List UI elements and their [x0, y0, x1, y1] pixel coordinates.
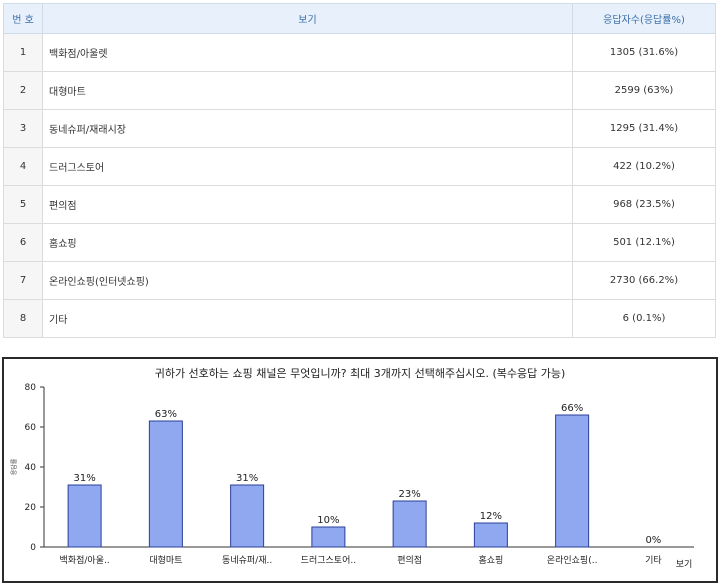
row-count: 2599 (63%) — [572, 71, 716, 110]
data-label: 63% — [155, 409, 177, 420]
header-option: 보기 — [42, 3, 573, 34]
header-count: 응답자수(응답률%) — [572, 3, 716, 34]
bar — [67, 484, 102, 548]
row-label: 편의점 — [42, 185, 573, 224]
x-tick-label: 동네슈퍼/재.. — [222, 555, 272, 566]
data-label: 31% — [236, 473, 258, 484]
row-label: 대형마트 — [42, 71, 573, 110]
row-count: 422 (10.2%) — [572, 147, 716, 186]
data-label: 31% — [74, 473, 96, 484]
row-count: 501 (12.1%) — [572, 223, 716, 262]
data-label: 10% — [317, 515, 339, 526]
row-number: 5 — [3, 185, 43, 224]
row-count: 2730 (66.2%) — [572, 261, 716, 300]
x-tick-label: 백화점/아울.. — [60, 554, 110, 566]
header-no: 번 호 — [3, 3, 43, 34]
row-number: 2 — [3, 71, 43, 110]
x-tick-label: 홈쇼핑 — [478, 554, 503, 566]
row-number: 4 — [3, 147, 43, 186]
table-row: 7 온라인쇼핑(인터넷쇼핑) 2730 (66.2%) — [3, 261, 716, 300]
response-table: 번 호 보기 응답자수(응답률%) 1 백화점/아울렛 1305 (31.6%) 2 대… — [3, 3, 716, 338]
data-label: 0% — [645, 535, 661, 546]
data-label: 23% — [399, 489, 421, 500]
row-count: 6 (0.1%) — [572, 299, 716, 338]
row-label: 온라인쇼핑(인터넷쇼핑) — [42, 261, 573, 300]
row-label: 기타 — [42, 299, 573, 338]
table-row: 4 드러그스토어 422 (10.2%) — [3, 147, 716, 186]
row-number: 7 — [3, 261, 43, 300]
row-label: 백화점/아울렛 — [42, 33, 573, 72]
chart-panel: 귀하가 선호하는 쇼핑 채널은 무엇입니까? 최대 3개까지 선택해주십시오. … — [2, 357, 718, 583]
data-label: 12% — [480, 511, 502, 522]
y-tick-label: 80 — [25, 383, 37, 393]
row-count: 968 (23.5%) — [572, 185, 716, 224]
row-count: 1295 (31.4%) — [572, 109, 716, 148]
table-row: 1 백화점/아울렛 1305 (31.6%) — [3, 33, 716, 72]
x-tick-label: 대형마트 — [149, 555, 182, 566]
row-number: 6 — [3, 223, 43, 262]
table-row: 8 기타 6 (0.1%) — [3, 299, 716, 338]
chart-title: 귀하가 선호하는 쇼핑 채널은 무엇입니까? 최대 3개까지 선택해주십시오. … — [155, 366, 566, 380]
y-axis-label: 응답률 — [11, 458, 18, 475]
row-count: 1305 (31.6%) — [572, 33, 716, 72]
x-tick-label: 온라인쇼핑(.. — [547, 555, 598, 566]
row-label: 홈쇼핑 — [42, 223, 573, 262]
row-number: 1 — [3, 33, 43, 72]
row-number: 8 — [3, 299, 43, 338]
row-label: 동네슈퍼/재래시장 — [42, 109, 573, 148]
bar-chart: 귀하가 선호하는 쇼핑 채널은 무엇입니까? 최대 3개까지 선택해주십시오. … — [11, 366, 694, 570]
y-tick-label: 60 — [25, 423, 37, 433]
bar — [473, 522, 508, 548]
y-tick-label: 0 — [30, 543, 36, 553]
x-axis-label: 보기 — [676, 559, 693, 570]
bar — [148, 420, 183, 548]
row-label: 드러그스토어 — [42, 147, 573, 186]
bar — [230, 484, 265, 548]
table-row: 3 동네슈퍼/재래시장 1295 (31.4%) — [3, 109, 716, 148]
y-tick-label: 40 — [25, 463, 37, 473]
row-number: 3 — [3, 109, 43, 148]
x-tick-label: 편의점 — [397, 554, 422, 566]
x-tick-label: 드러그스토어.. — [301, 555, 356, 566]
data-label: 66% — [561, 403, 583, 414]
table-row: 5 편의점 968 (23.5%) — [3, 185, 716, 224]
y-tick-label: 20 — [25, 503, 37, 513]
table-header-row: 번 호 보기 응답자수(응답률%) — [3, 3, 716, 34]
bar — [392, 500, 427, 548]
table-row: 2 대형마트 2599 (63%) — [3, 71, 716, 110]
bar — [311, 526, 346, 548]
bar — [555, 414, 590, 548]
x-tick-label: 기타 — [645, 555, 662, 566]
table-row: 6 홈쇼핑 501 (12.1%) — [3, 223, 716, 262]
